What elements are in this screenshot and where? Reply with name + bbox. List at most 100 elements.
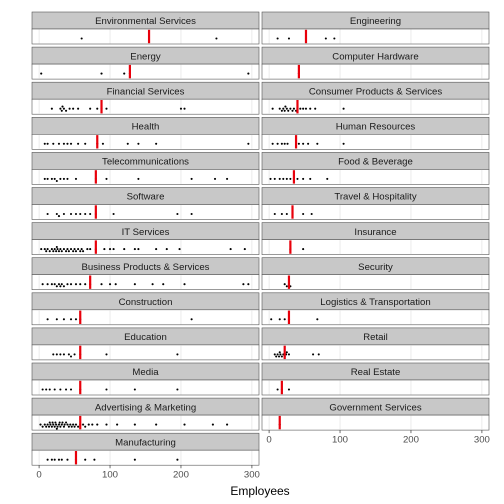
facet-plot-area [261,98,490,115]
data-point [53,177,56,180]
data-point [66,142,69,145]
data-point [89,107,92,110]
facet-plot-area [261,63,490,80]
data-point [280,355,283,358]
data-point [314,107,317,110]
data-point [302,212,305,216]
data-point [48,421,51,424]
facet-label: Advertising & Marketing [95,402,196,413]
facet-panel: Food & Beverage [261,152,490,185]
facet-panel: Business Products & Services [31,257,260,291]
data-point [69,248,73,251]
facet-panel: Financial Services [31,81,260,115]
data-point [215,37,218,40]
data-point [60,250,63,253]
x-tick-label: 100 [332,435,348,446]
facet-label: Education [124,332,167,343]
data-point [176,458,179,461]
data-point [278,177,281,180]
facet-plot-area [31,309,260,326]
data-point [133,388,136,391]
data-point [105,353,108,356]
data-point [66,283,69,286]
data-point [276,353,279,356]
x-tick-label: 200 [173,470,189,481]
data-point [57,215,61,218]
facet-label: Telecommunications [102,157,189,168]
data-point [310,212,313,216]
data-point [123,72,126,75]
data-point [59,285,62,288]
data-point [74,318,78,321]
data-point [112,248,115,251]
data-point [89,248,92,251]
data-point [74,250,78,253]
data-point [57,250,61,253]
data-point [72,107,75,110]
facet-panel: Consumer Products & Services [261,81,490,115]
data-point [57,142,61,145]
facet-panel: Media [31,362,260,396]
data-point [137,142,140,145]
data-point [62,177,65,180]
data-point [58,421,61,424]
panels: Environmental Services Engineering Energy C… [31,11,490,466]
facet-plot-area [261,274,490,291]
x-tick-label: 0 [266,435,271,446]
data-point [46,248,49,251]
data-point [48,388,51,391]
data-point [242,283,245,286]
data-point [55,318,58,321]
data-point [50,425,53,428]
facet-plot-area [31,239,260,255]
data-point [229,248,232,251]
data-point [271,142,274,145]
facet-panel: Government Services [261,397,490,431]
data-point [247,142,250,145]
data-point [62,318,65,321]
data-point [65,109,68,112]
data-point [66,248,69,251]
data-point [155,248,158,251]
data-point [50,248,53,251]
data-point [73,425,76,428]
x-tick-label: 100 [102,470,118,481]
data-point [49,423,52,426]
data-point [105,423,108,426]
data-point [57,283,61,286]
data-point [46,423,49,426]
data-point [60,109,63,112]
facet-plot-area [261,414,490,431]
data-point [309,107,312,110]
data-point [45,250,48,253]
data-point [296,177,299,180]
facet-panel: Human Resources [261,117,490,150]
facet-panel: Energy [31,46,260,80]
data-point [69,355,73,358]
data-point [74,423,78,426]
data-point [53,458,56,461]
facet-panel: Security [261,257,490,291]
facet-label: Environmental Services [95,16,196,27]
data-point [40,248,43,251]
data-point [100,283,103,286]
data-point [183,283,186,286]
data-point [53,283,56,286]
data-point [270,318,273,321]
data-point [74,177,78,180]
data-point [59,353,62,356]
data-point [69,388,73,391]
data-point [280,212,283,216]
data-point [243,248,246,251]
data-point [53,425,56,428]
facet-panel: Environmental Services [31,11,260,45]
data-point [50,107,53,110]
data-point [112,212,115,216]
data-point [299,107,302,110]
data-point [342,142,345,145]
facet-plot-area [31,98,260,115]
facet-panel: Telecommunications [31,152,260,185]
data-point [114,283,117,286]
data-point [93,458,96,461]
data-point [59,107,62,110]
